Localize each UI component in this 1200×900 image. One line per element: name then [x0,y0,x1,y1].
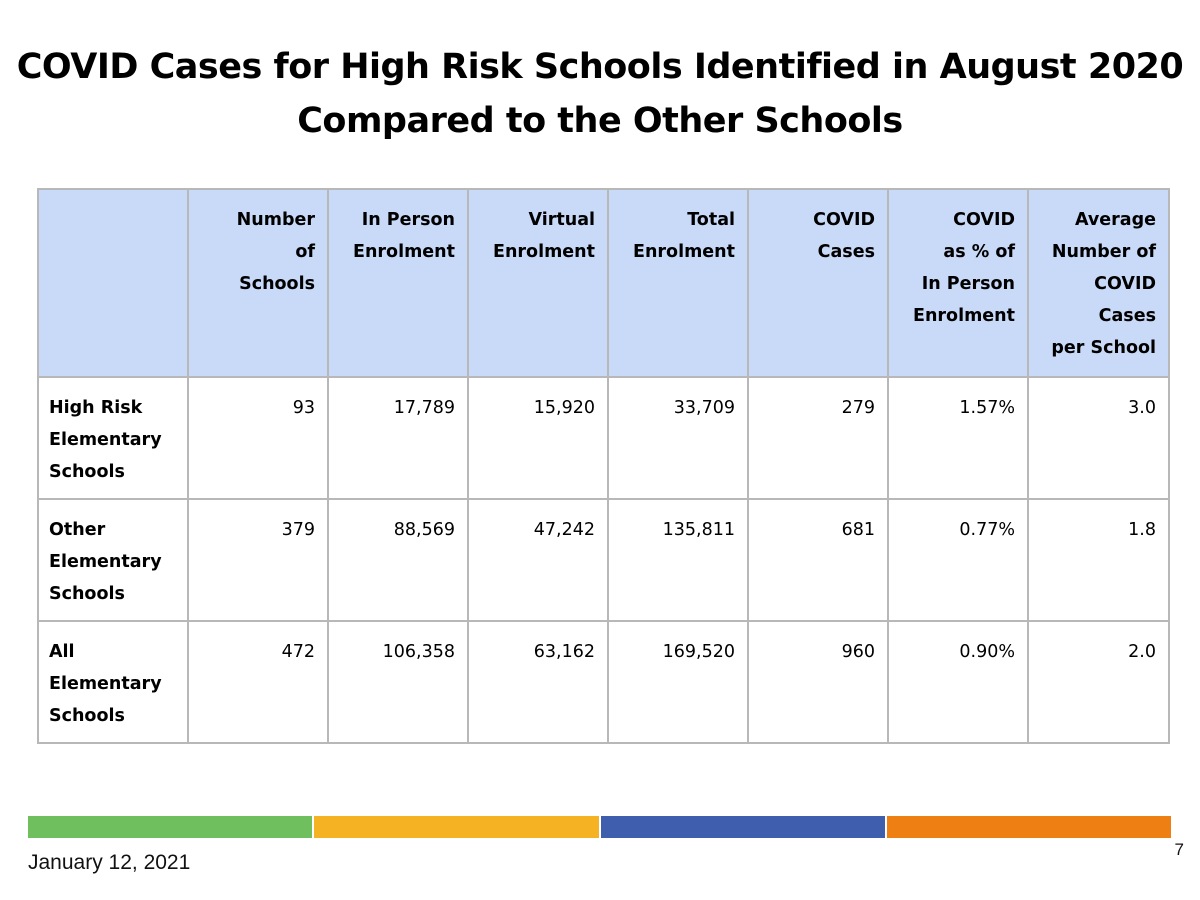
row-label-text: Elementary [49,674,162,694]
slide-title-line-2: Compared to the Other Schools [297,101,903,141]
table-cell: 0.77% [887,498,1029,622]
row-label: High Risk Elementary Schools [37,376,189,500]
footer-color-bar [28,816,1171,838]
slide-title: COVID Cases for High Risk Schools Identi… [0,40,1200,148]
table-row: All Elementary Schools 472 106,358 63,162 169,… [37,620,1170,744]
table-body: High Risk Elementary Schools 93 17,789 15,920… [37,376,1170,744]
color-bar-segment [600,816,885,838]
row-label-text: Other [49,520,106,540]
table-row: Other Elementary Schools 379 88,569 47,242 135… [37,498,1170,622]
row-label-text: High Risk [49,398,143,418]
column-header-text: Number [236,210,315,230]
table-cell: 169,520 [607,620,749,744]
table-cell: 135,811 [607,498,749,622]
table-cell: 17,789 [327,376,469,500]
column-header: Total Enrolment [607,188,749,378]
column-header: Number of Schools [187,188,329,378]
header-cell-empty [37,188,189,378]
row-label: Other Elementary Schools [37,498,189,622]
row-label-text: Schools [49,706,125,726]
column-header: COVID Cases [747,188,889,378]
column-header-text: of [295,242,315,262]
table-cell: 1.57% [887,376,1029,500]
column-header-text: Total [687,210,735,230]
color-bar-gap [312,816,315,838]
table-cell: 2.0 [1027,620,1170,744]
color-bar-gap [598,816,601,838]
table-cell: 106,358 [327,620,469,744]
column-header-text: In Person [361,210,455,230]
column-header-text: Schools [239,274,315,294]
column-header-text: COVID [813,210,875,230]
slide-title-line-1: COVID Cases for High Risk Schools Identi… [16,47,1184,87]
column-header-text: COVID [1094,274,1156,294]
table-cell: 33,709 [607,376,749,500]
column-header-text: Virtual [528,210,596,230]
column-header-text: Number of [1051,242,1156,262]
row-label-text: Elementary [49,430,162,450]
slide-date: January 12, 2021 [28,851,191,874]
column-header-text: per School [1051,338,1156,358]
table-cell: 3.0 [1027,376,1170,500]
column-header-text: Average [1074,210,1156,230]
row-label-text: Elementary [49,552,162,572]
row-label-text: Schools [49,462,125,482]
column-header-text: COVID [953,210,1015,230]
column-header-text: Cases [817,242,875,262]
row-label-text: Schools [49,584,125,604]
table-cell: 15,920 [467,376,609,500]
table-cell: 47,242 [467,498,609,622]
color-bar-segment [886,816,1171,838]
table-cell: 88,569 [327,498,469,622]
table-cell: 1.8 [1027,498,1170,622]
column-header-text: Cases [1098,306,1156,326]
row-label-text: All [49,642,75,662]
table-row: High Risk Elementary Schools 93 17,789 15,920… [37,376,1170,500]
column-header-text: Enrolment [913,306,1015,326]
table-cell: 472 [187,620,329,744]
color-bar-segment [28,816,313,838]
table-cell: 279 [747,376,889,500]
column-header-text: Enrolment [633,242,735,262]
column-header: Average Number of COVID Cases per School [1027,188,1170,378]
column-header: In Person Enrolment [327,188,469,378]
table-cell: 379 [187,498,329,622]
page-number: 7 [1174,840,1184,859]
column-header: Virtual Enrolment [467,188,609,378]
table-cell: 93 [187,376,329,500]
column-header-text: Enrolment [493,242,595,262]
column-header-text: Enrolment [353,242,455,262]
column-header-text: In Person [921,274,1015,294]
table-cell: 63,162 [467,620,609,744]
table-cell: 0.90% [887,620,1029,744]
table-cell: 681 [747,498,889,622]
color-bar-gap [884,816,887,838]
column-header: COVID as % of In Person Enrolment [887,188,1029,378]
table-header-row: Number of Schools In Person Enrolment Virtual… [37,188,1170,378]
row-label: All Elementary Schools [37,620,189,744]
color-bar-segment [314,816,599,838]
column-header-text: as % of [943,242,1015,262]
table-cell: 960 [747,620,889,744]
covid-cases-table: Number of Schools In Person Enrolment Virtual… [37,188,1170,744]
